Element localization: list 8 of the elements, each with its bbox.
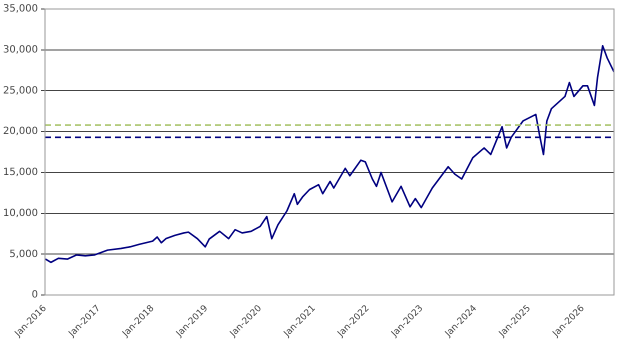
y-tick-label: 15,000	[2, 167, 38, 178]
y-tick-label: 30,000	[2, 44, 38, 56]
y-tick-label: 35,000	[2, 4, 38, 15]
y-tick-label: 0	[32, 290, 38, 301]
y-tick-label: 25,000	[2, 85, 38, 96]
y-tick-label: 10,000	[2, 208, 38, 219]
y-tick-label: 5,000	[9, 248, 38, 260]
y-tick-label: 20,000	[2, 126, 38, 138]
